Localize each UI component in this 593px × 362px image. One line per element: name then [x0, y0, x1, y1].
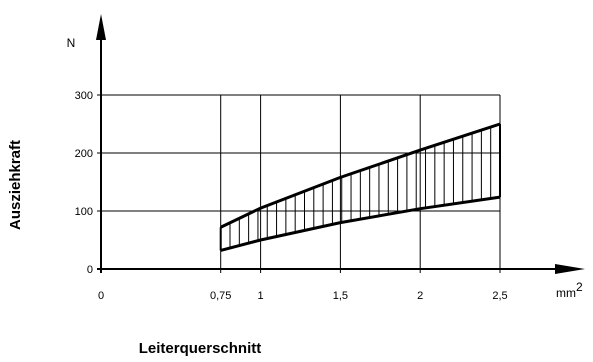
x-axis-arrowhead	[555, 264, 585, 274]
y-tick-label: 200	[75, 148, 93, 160]
x-unit-superscript: 2	[576, 280, 583, 294]
x-tick-label: 2,5	[492, 290, 507, 302]
x-tick-label: 0	[98, 290, 104, 302]
x-unit-text: mm	[556, 286, 576, 300]
x-unit-label: mm2	[556, 280, 583, 300]
axes	[96, 14, 585, 274]
y-tick-label: 300	[75, 90, 93, 102]
series-lower-line	[220, 195, 501, 252]
y-tick-label: 100	[75, 206, 93, 218]
tick-labels: 0 100 200 300 0 0,75 1 1,5 2 2,5	[75, 90, 508, 302]
grid-lines	[97, 94, 501, 273]
x-tick-label: 2	[417, 290, 423, 302]
x-axis-title: Leiterquerschnitt	[139, 340, 262, 357]
series-lines	[219, 122, 501, 252]
series-upper-line	[220, 122, 501, 229]
x-tick-label: 1,5	[333, 290, 348, 302]
y-axis-title: Auszieh­kraft	[7, 140, 24, 230]
y-tick-label: 0	[87, 264, 93, 276]
x-tick-label: 1	[258, 290, 264, 302]
y-axis-arrowhead	[96, 14, 106, 40]
band-hatching	[220, 124, 501, 251]
y-unit-label: N	[67, 36, 76, 50]
x-tick-label: 0,75	[210, 290, 231, 302]
